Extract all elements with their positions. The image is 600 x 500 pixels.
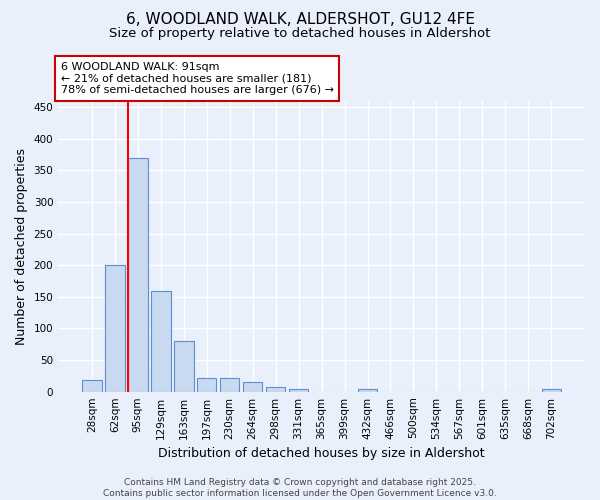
Bar — [105, 266, 125, 392]
Text: Contains HM Land Registry data © Crown copyright and database right 2025.
Contai: Contains HM Land Registry data © Crown c… — [103, 478, 497, 498]
Bar — [197, 378, 217, 392]
Text: Size of property relative to detached houses in Aldershot: Size of property relative to detached ho… — [109, 28, 491, 40]
Text: 6 WOODLAND WALK: 91sqm
← 21% of detached houses are smaller (181)
78% of semi-de: 6 WOODLAND WALK: 91sqm ← 21% of detached… — [61, 62, 334, 95]
Bar — [174, 341, 194, 392]
X-axis label: Distribution of detached houses by size in Aldershot: Distribution of detached houses by size … — [158, 447, 485, 460]
Y-axis label: Number of detached properties: Number of detached properties — [15, 148, 28, 345]
Bar — [82, 380, 101, 392]
Bar — [128, 158, 148, 392]
Bar — [542, 388, 561, 392]
Bar — [358, 388, 377, 392]
Bar — [266, 386, 286, 392]
Bar — [220, 378, 239, 392]
Text: 6, WOODLAND WALK, ALDERSHOT, GU12 4FE: 6, WOODLAND WALK, ALDERSHOT, GU12 4FE — [125, 12, 475, 28]
Bar — [151, 290, 170, 392]
Bar — [289, 388, 308, 392]
Bar — [243, 382, 262, 392]
